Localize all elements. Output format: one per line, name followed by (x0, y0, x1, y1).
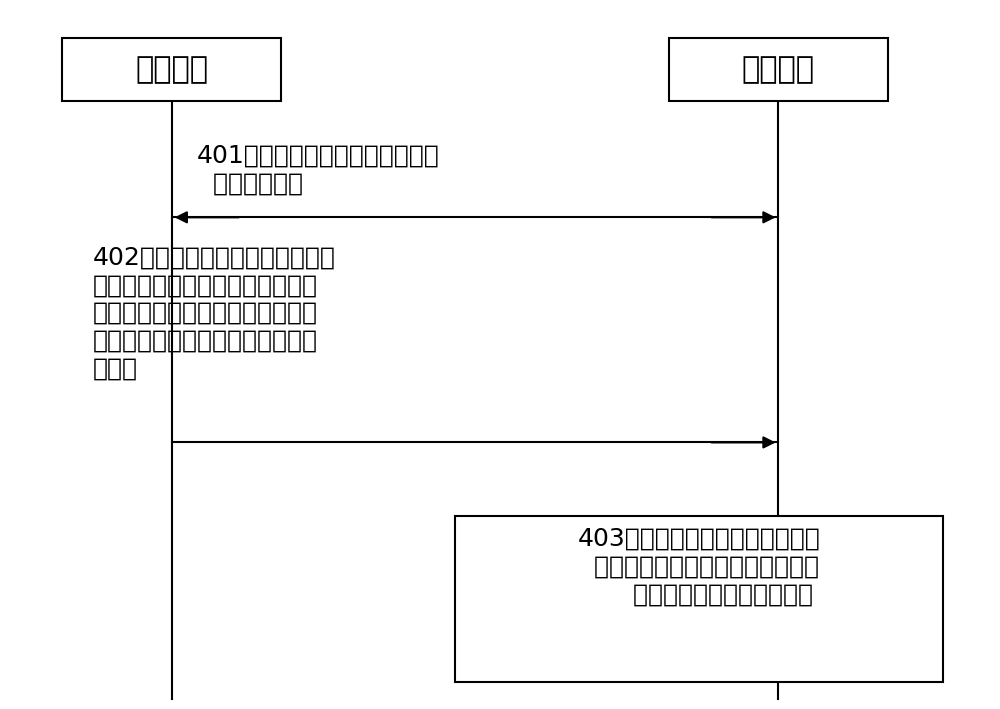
Bar (455, 516, 943, 681)
Text: 401，建立控制设备与电动设备之
  间的通信连接: 401，建立控制设备与电动设备之 间的通信连接 (197, 143, 439, 195)
Bar (669, 38, 888, 101)
Bar (62, 38, 281, 101)
Text: 电动设备: 电动设备 (742, 55, 815, 84)
Text: 403，在基于通信连接接收到控制
  设备发送的设备启动信令时，基于
      设备启动信令启动电动设备: 403，在基于通信连接接收到控制 设备发送的设备启动信令时，基于 设备启动信令启… (578, 527, 820, 606)
Text: 控制设备: 控制设备 (135, 55, 208, 84)
Text: 402，在接收到作用于预设按钮的
第一触发操作、且接收到作用于设
备启动按钮的第二触发操作时，基
于通信连接向电动设备发送设备启
动信令: 402，在接收到作用于预设按钮的 第一触发操作、且接收到作用于设 备启动按钮的第… (92, 245, 335, 381)
